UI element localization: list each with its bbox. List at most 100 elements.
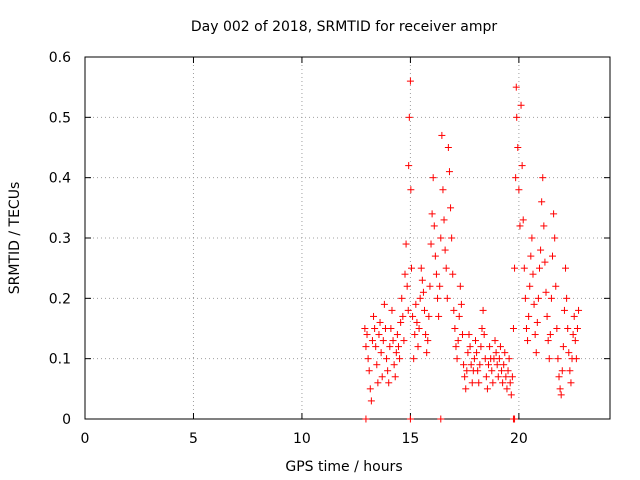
data-point bbox=[485, 361, 493, 369]
x-tick-label: 5 bbox=[189, 431, 198, 447]
data-point bbox=[528, 234, 536, 242]
data-point bbox=[570, 312, 578, 320]
data-point bbox=[404, 306, 412, 314]
data-points bbox=[361, 77, 583, 423]
data-point bbox=[411, 331, 419, 339]
data-point bbox=[556, 385, 564, 393]
data-point bbox=[544, 337, 552, 345]
data-point bbox=[535, 264, 543, 272]
data-point bbox=[453, 355, 461, 363]
data-point bbox=[406, 415, 414, 423]
data-point bbox=[525, 312, 533, 320]
data-point bbox=[475, 379, 483, 387]
data-point bbox=[520, 264, 528, 272]
data-point bbox=[521, 294, 529, 302]
data-point bbox=[465, 331, 473, 339]
data-point bbox=[480, 331, 488, 339]
x-tick-label: 20 bbox=[510, 431, 528, 447]
data-point bbox=[559, 343, 567, 351]
data-point bbox=[400, 337, 408, 345]
data-point bbox=[529, 270, 537, 278]
data-point bbox=[571, 337, 579, 345]
data-point bbox=[447, 204, 455, 212]
data-point bbox=[564, 325, 572, 332]
data-point bbox=[554, 355, 562, 363]
data-point bbox=[476, 361, 484, 369]
data-point bbox=[387, 325, 395, 332]
data-point bbox=[560, 306, 568, 314]
data-point bbox=[575, 306, 583, 314]
data-point bbox=[547, 294, 555, 302]
data-point bbox=[493, 361, 501, 369]
data-point bbox=[414, 343, 422, 351]
data-point bbox=[503, 385, 511, 393]
y-tick-label: 0.1 bbox=[49, 352, 71, 368]
data-point bbox=[415, 325, 423, 332]
data-point bbox=[396, 355, 404, 363]
data-point bbox=[567, 379, 575, 387]
data-point bbox=[471, 337, 479, 345]
data-point bbox=[438, 131, 446, 139]
data-point bbox=[542, 288, 550, 296]
data-point bbox=[418, 276, 426, 284]
data-point bbox=[479, 306, 487, 314]
data-point bbox=[500, 361, 508, 369]
data-point bbox=[456, 282, 464, 290]
data-point bbox=[366, 385, 374, 393]
data-point bbox=[517, 101, 525, 109]
data-point bbox=[483, 385, 491, 393]
data-point bbox=[397, 318, 405, 326]
data-point bbox=[552, 282, 560, 290]
data-point bbox=[464, 349, 472, 357]
data-point bbox=[526, 282, 534, 290]
data-point bbox=[519, 216, 527, 224]
data-point bbox=[406, 77, 414, 85]
data-point bbox=[563, 294, 571, 302]
data-point bbox=[505, 355, 513, 363]
data-point bbox=[538, 198, 546, 206]
data-point bbox=[434, 294, 442, 302]
data-point bbox=[489, 379, 497, 387]
y-tick-label: 0 bbox=[62, 412, 71, 428]
data-point bbox=[425, 312, 433, 320]
data-point bbox=[541, 258, 549, 266]
data-point bbox=[467, 361, 475, 369]
x-tick-label: 10 bbox=[293, 431, 311, 447]
data-point bbox=[424, 337, 432, 345]
data-point bbox=[565, 349, 573, 357]
data-point bbox=[566, 367, 574, 375]
data-point bbox=[430, 222, 438, 230]
data-point bbox=[417, 264, 425, 272]
data-point bbox=[407, 186, 415, 194]
data-point bbox=[428, 210, 436, 218]
data-point bbox=[377, 349, 385, 357]
data-point bbox=[518, 162, 526, 170]
y-tick-label: 0.4 bbox=[49, 171, 71, 187]
data-point bbox=[457, 300, 465, 308]
data-point bbox=[470, 355, 478, 363]
data-point bbox=[460, 361, 468, 369]
data-point bbox=[431, 252, 439, 260]
data-point bbox=[432, 270, 440, 278]
data-point bbox=[477, 343, 485, 351]
data-point bbox=[572, 355, 580, 363]
data-point bbox=[573, 325, 581, 332]
data-point bbox=[463, 367, 471, 375]
data-point bbox=[426, 282, 434, 290]
data-point bbox=[498, 367, 506, 375]
data-point bbox=[555, 373, 563, 381]
data-point bbox=[386, 343, 394, 351]
x-tick-label: 15 bbox=[401, 431, 419, 447]
data-point bbox=[530, 300, 538, 308]
data-point bbox=[458, 331, 466, 339]
data-point bbox=[486, 343, 494, 351]
data-point bbox=[546, 331, 554, 339]
data-point bbox=[522, 325, 530, 332]
data-point bbox=[549, 252, 557, 260]
data-point bbox=[437, 234, 445, 242]
data-point bbox=[394, 343, 402, 351]
data-point bbox=[524, 337, 532, 345]
data-point bbox=[437, 415, 445, 423]
data-point bbox=[494, 373, 502, 381]
data-point bbox=[462, 385, 470, 393]
